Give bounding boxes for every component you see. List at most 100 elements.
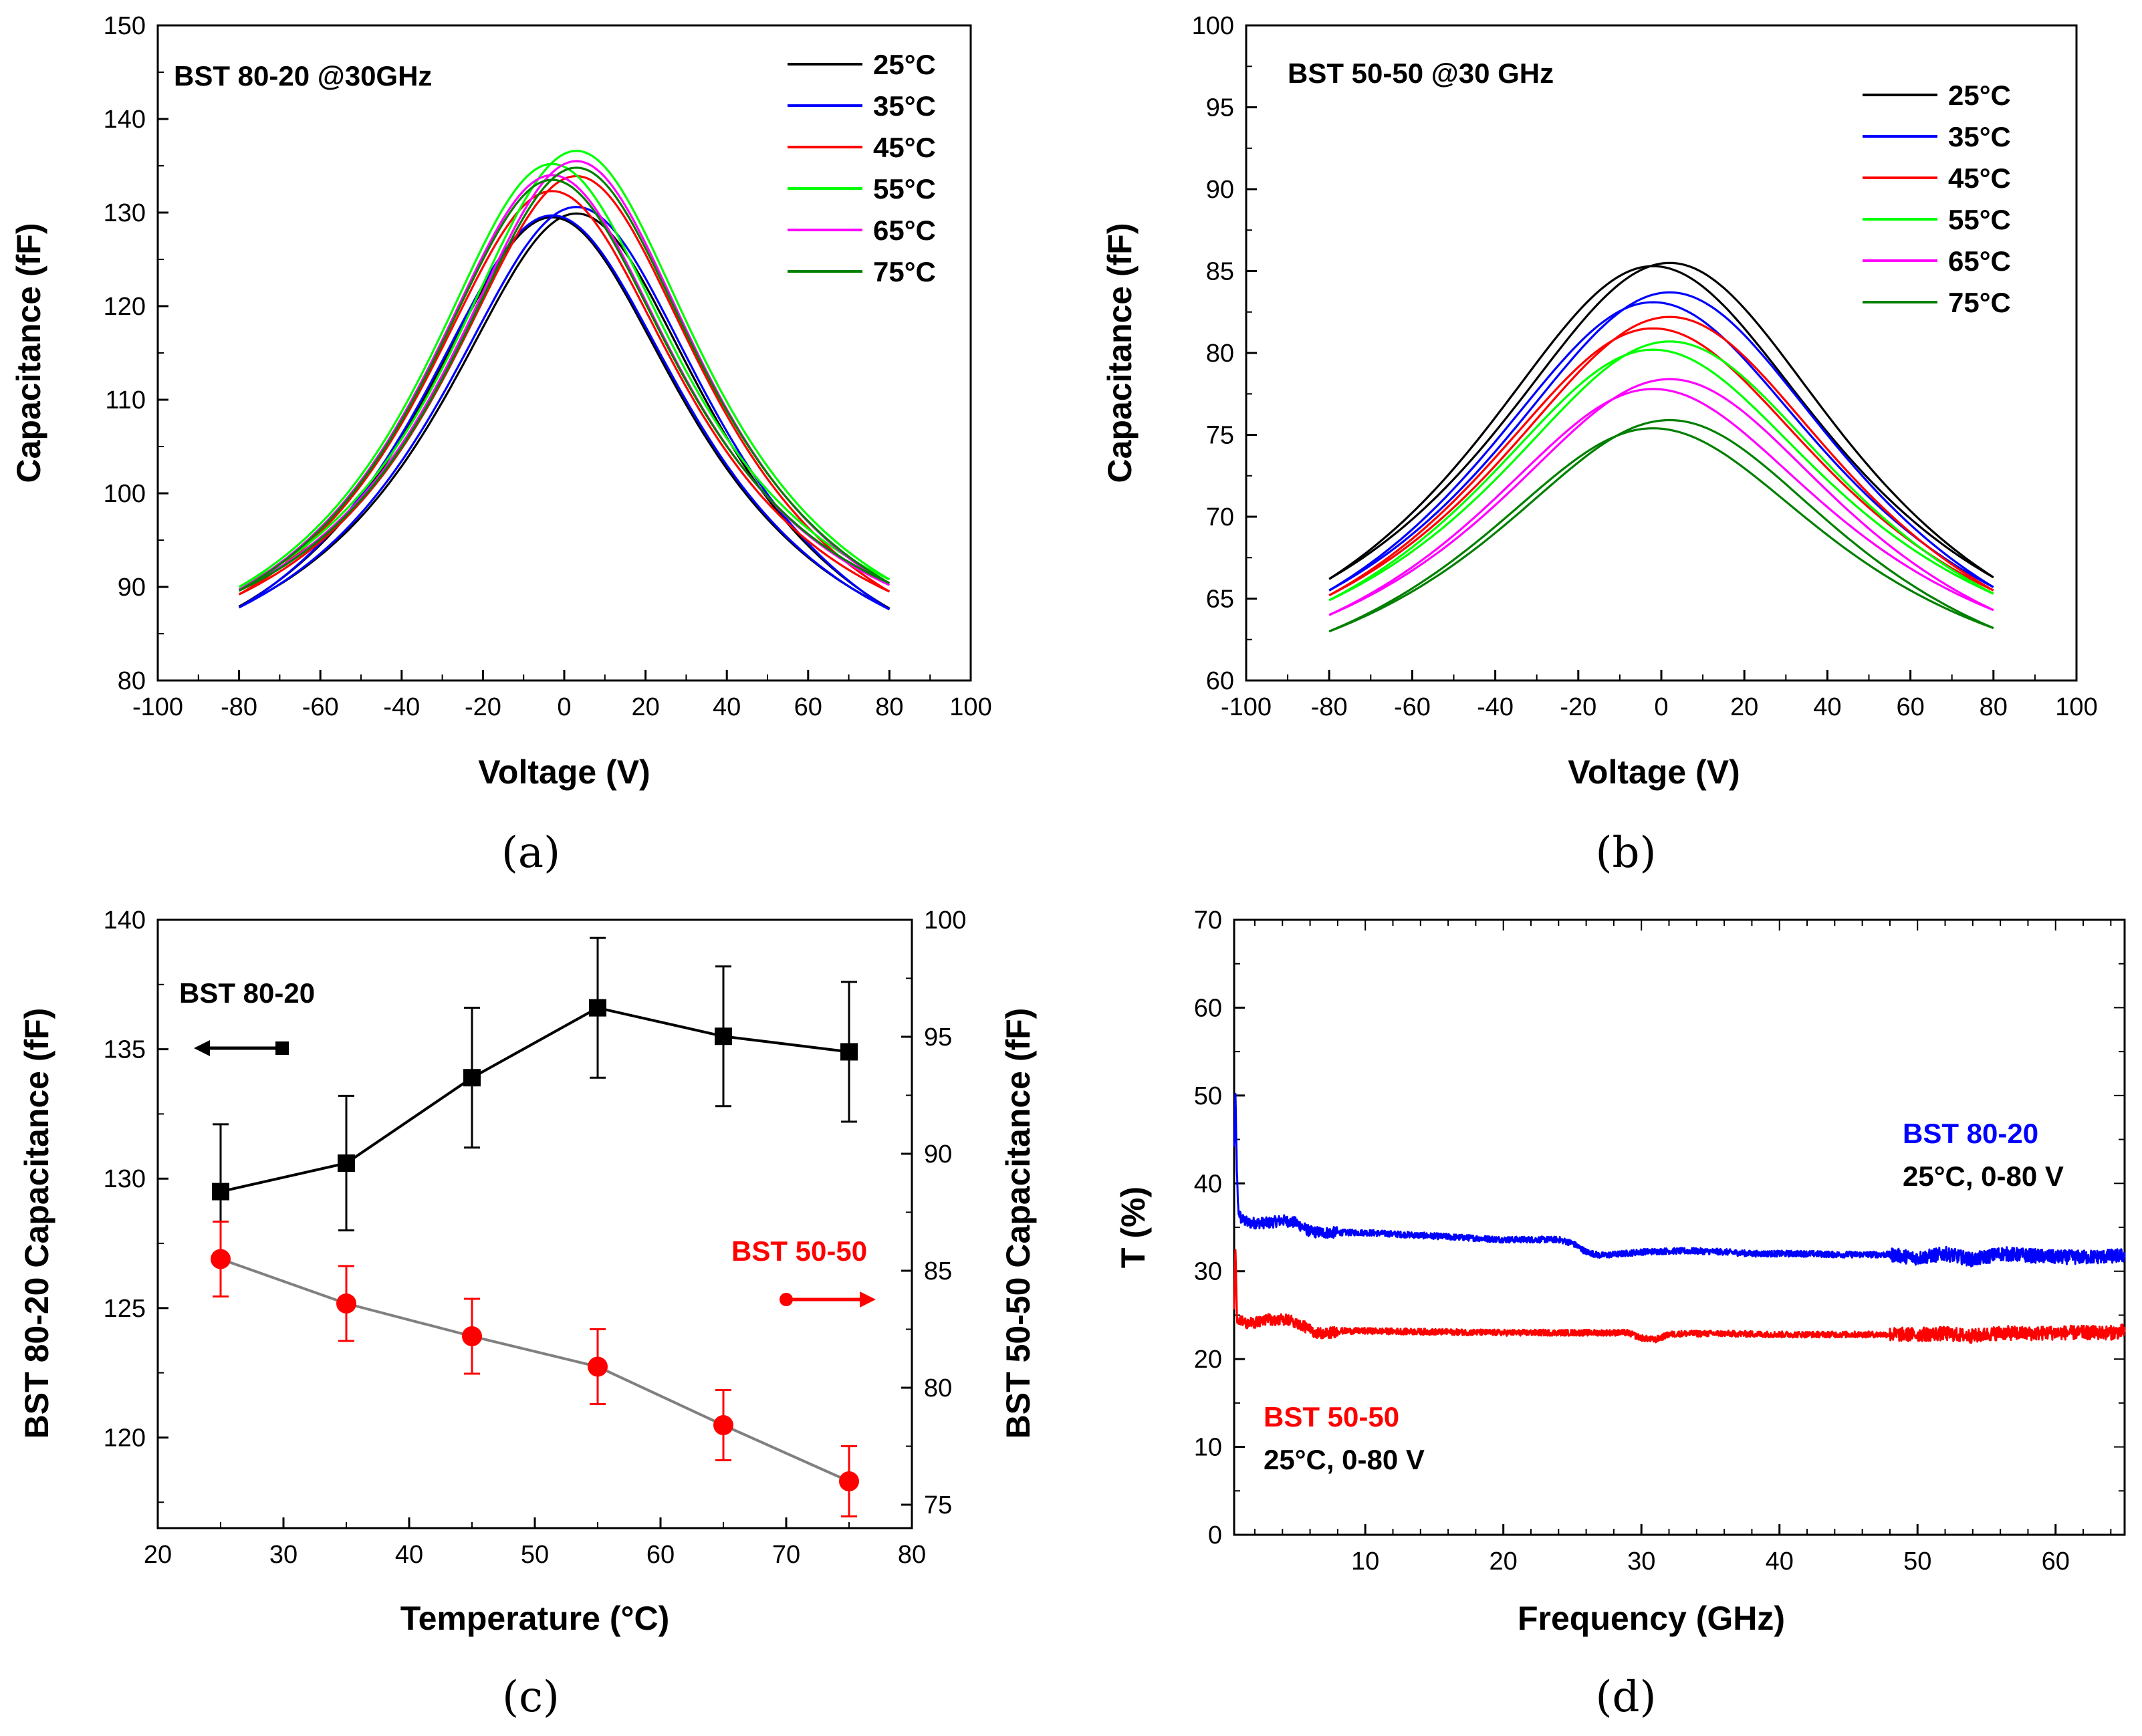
panel-a-x-tick-label: -40 — [383, 693, 420, 721]
panel-c-y-tick-label-left: 135 — [104, 1036, 146, 1064]
panel-a-x-tick-label: -20 — [465, 693, 501, 721]
panel-c-point-bst-50-50 — [462, 1326, 482, 1346]
panel-c-x-tick-label: 80 — [898, 1541, 926, 1569]
panel-b-x-tick-label: -60 — [1394, 693, 1431, 721]
panel-b-x-tick-label: -100 — [1221, 693, 1272, 721]
panel-c-y-tick-label-left: 125 — [104, 1295, 146, 1323]
panel-b-x-tick-label: -20 — [1560, 693, 1596, 721]
panel-b-title: BST 50-50 @30 GHz — [1288, 57, 1554, 89]
panel-b-x-tick-label: 40 — [1813, 693, 1841, 721]
panel-c-y-tick-label-left: 140 — [104, 906, 146, 935]
panel-c-point-bst-80-20 — [212, 1183, 229, 1201]
panel-c-point-bst-80-20 — [840, 1043, 858, 1061]
panel-a-series-55-c-sweep-up — [238, 162, 890, 588]
panel-c-x-tick-label: 50 — [521, 1541, 549, 1569]
panel-c-annotation-bst-80-20: BST 80-20 — [179, 977, 315, 1009]
panel-a-legend-label-55-c: 55°C — [873, 173, 936, 205]
panel-c-y-tick-label-right: 95 — [924, 1023, 952, 1051]
panel-d-x-tick-label: 30 — [1627, 1547, 1655, 1576]
panel-a-x-tick-label: -60 — [302, 693, 339, 721]
panel-b-y-tick-label: 60 — [1206, 667, 1234, 695]
panel-d-y-tick-label: 0 — [1208, 1521, 1222, 1549]
panel-b-y-tick-label: 65 — [1206, 586, 1234, 614]
panel-b-x-tick-label: 80 — [1980, 693, 2008, 721]
panel-d-annotation-bst-80-20: BST 80-20 — [1903, 1118, 2038, 1149]
panel-c-arrow-right-head — [860, 1291, 876, 1308]
panel-a-legend: 25°C 35°C 45°C 55°C 65°C 75°C — [788, 49, 936, 287]
panel-a-y-axis-title: Capacitance (fF) — [10, 223, 47, 483]
panel-b-legend-label-75-c: 75°C — [1948, 287, 2011, 318]
panel-a-series-25-c-sweep-down — [238, 212, 890, 610]
panel-a-series-45-c-sweep-down — [238, 174, 890, 596]
panel-c: 20 30 40 50 60 70 80 120 125 130 135 140 75 80 85 90 95 1… — [18, 906, 1037, 1722]
panel-a-axes: -100 -80 -60 -40 -20 0 20 40 60 80 100 80 90 100 110 12… — [104, 12, 992, 721]
panel-c-point-bst-50-50 — [336, 1293, 356, 1314]
panel-d-x-tick-label: 40 — [1766, 1547, 1794, 1576]
panel-c-plot-frame — [156, 918, 913, 1529]
panel-a-y-tick-label: 140 — [104, 106, 146, 134]
panel-c-label: (c) — [502, 1672, 560, 1722]
panel-a-legend-label-65-c: 65°C — [873, 215, 936, 246]
panel-b-y-tick-label: 90 — [1206, 176, 1234, 204]
panel-b-y-tick-label: 70 — [1206, 503, 1234, 531]
panel-c-y-tick-label-right: 75 — [924, 1491, 952, 1519]
panel-c-arrow-right — [780, 1291, 876, 1308]
panel-c-y-tick-label-left: 130 — [104, 1165, 146, 1193]
panel-a-y-tick-label: 150 — [104, 12, 146, 40]
panel-c-axes: 20 30 40 50 60 70 80 120 125 130 135 140 75 80 85 90 95 1… — [104, 906, 967, 1569]
panel-c-point-bst-80-20 — [589, 999, 606, 1017]
panel-c-y-tick-label-right: 80 — [924, 1374, 952, 1402]
panel-c-x-tick-label: 70 — [772, 1541, 800, 1569]
panel-a-x-tick-label: 80 — [875, 693, 903, 721]
panel-a: -100 -80 -60 -40 -20 0 20 40 60 80 100 80 90 100 110 12… — [10, 12, 992, 878]
panel-c-point-bst-80-20 — [463, 1069, 481, 1087]
panel-c-line-bst-80-20 — [220, 1006, 850, 1193]
panel-b-label: (b) — [1596, 828, 1657, 878]
panel-d-y-tick-label: 70 — [1194, 906, 1222, 935]
panel-a-legend-label-35-c: 35°C — [873, 90, 936, 122]
panel-b-y-tick-label: 80 — [1206, 340, 1234, 368]
panel-b-x-tick-label: -40 — [1477, 693, 1514, 721]
panel-a-series-75-c-sweep-up — [238, 178, 890, 592]
panel-a-x-tick-label: 100 — [949, 693, 991, 721]
panel-b-x-tick-label: 20 — [1730, 693, 1758, 721]
panel-a-series-35-c-sweep-up — [238, 214, 890, 611]
panel-d-x-tick-label: 10 — [1351, 1547, 1379, 1576]
panel-a-x-tick-label: 20 — [631, 693, 659, 721]
panel-c-y-tick-label-right: 100 — [924, 906, 966, 935]
panel-b-series-55-c-sweep-down — [1328, 340, 1994, 602]
panel-b-series-65-c-sweep-down — [1328, 378, 1994, 616]
panel-d: 10 20 30 40 50 60 0 10 20 30 40 50 60 70 BST 80-20 25… — [1114, 906, 2126, 1722]
panel-c-annotation-bst-50-50: BST 50-50 — [731, 1235, 867, 1267]
panel-c-y-axis-title-left: BST 80-20 Capacitance (fF) — [18, 1008, 55, 1439]
panel-b-legend-label-25-c: 25°C — [1948, 80, 2011, 111]
panel-c-y-tick-label-left: 120 — [104, 1424, 146, 1452]
panel-c-point-bst-50-50 — [588, 1356, 608, 1377]
panel-b-series-35-c-sweep-up — [1328, 301, 1994, 592]
panel-c-x-tick-label: 20 — [144, 1541, 172, 1569]
panel-b-series-25-c-sweep-up — [1328, 265, 1994, 580]
panel-d-annotation-bst-80-20-conditions: 25°C, 0-80 V — [1903, 1160, 2064, 1192]
panel-d-series-bst-50-50 — [1233, 1249, 2126, 1344]
panel-a-x-axis-title: Voltage (V) — [478, 753, 650, 791]
panel-d-series-bst-80-20 — [1233, 1092, 2126, 1268]
panel-d-x-axis-title: Frequency (GHz) — [1518, 1600, 1785, 1637]
panel-b-series — [1328, 261, 1994, 632]
panel-c-point-bst-80-20 — [715, 1027, 732, 1045]
panel-d-label: (d) — [1596, 1672, 1657, 1722]
panel-b-legend-label-45-c: 45°C — [1948, 162, 2011, 194]
panel-a-series-75-c-sweep-down — [238, 166, 890, 592]
panel-d-x-tick-label: 50 — [1903, 1547, 1931, 1576]
panel-b-legend-label-55-c: 55°C — [1948, 204, 2011, 235]
panel-b-series-75-c-sweep-down — [1328, 418, 1994, 632]
panel-c-arrow-left-head — [194, 1040, 210, 1056]
panel-a-series-55-c-sweep-down — [238, 149, 890, 588]
panel-b-series-75-c-sweep-up — [1328, 427, 1994, 632]
panel-a-legend-label-45-c: 45°C — [873, 132, 936, 163]
panel-b-y-tick-label: 75 — [1206, 422, 1234, 450]
panel-a-legend-label-25-c: 25°C — [873, 49, 936, 80]
panel-b-series-25-c-sweep-down — [1328, 261, 1994, 580]
panel-d-y-tick-label: 10 — [1194, 1434, 1222, 1462]
panel-a-x-tick-label: 0 — [557, 693, 571, 721]
